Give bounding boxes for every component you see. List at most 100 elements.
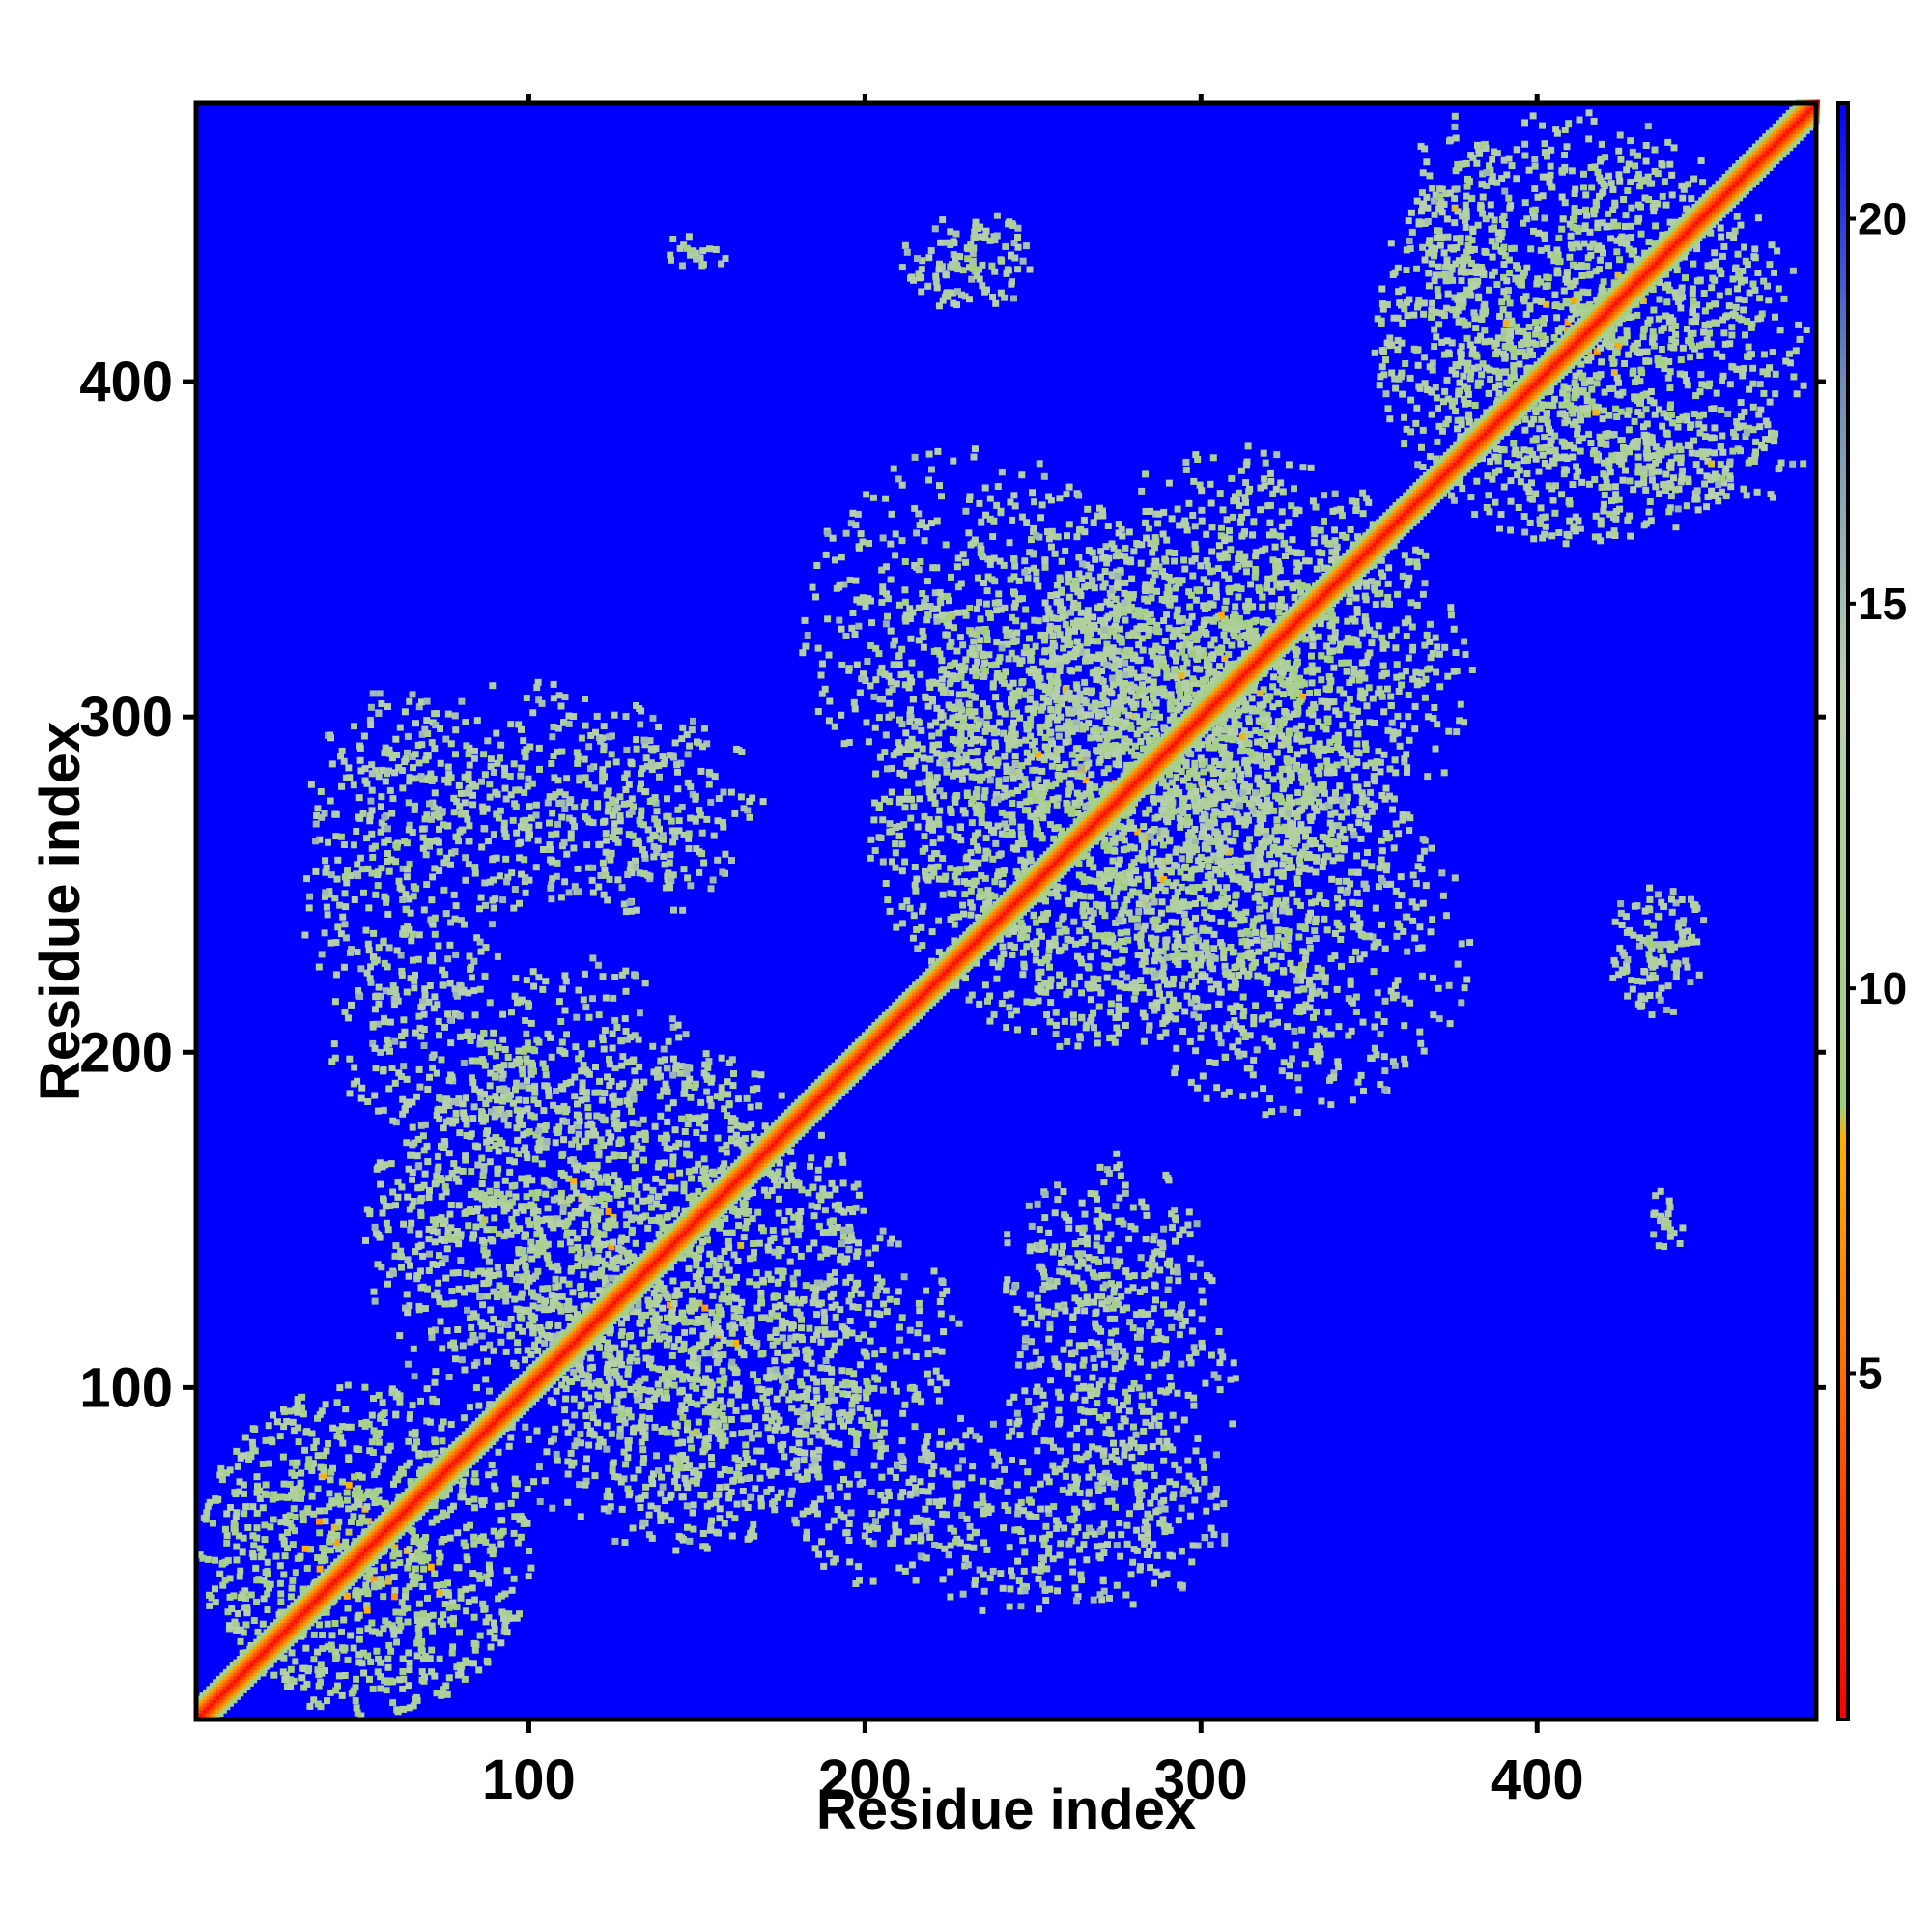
heatmap-cell xyxy=(548,1053,555,1061)
heatmap-cell xyxy=(865,1309,872,1317)
heatmap-cell xyxy=(1095,1381,1103,1388)
heatmap-cell xyxy=(668,1015,676,1023)
heatmap-cell xyxy=(486,1158,494,1166)
heatmap-cell xyxy=(622,1314,630,1321)
heatmap-cell xyxy=(741,1403,749,1410)
heatmap-cell xyxy=(487,1325,495,1333)
heatmap-cell xyxy=(527,1238,535,1246)
heatmap-cell xyxy=(705,1276,713,1284)
heatmap-cell xyxy=(221,1577,229,1584)
heatmap-cell xyxy=(399,1095,407,1103)
heatmap-cell xyxy=(435,1279,442,1287)
heatmap-cell xyxy=(1151,1335,1158,1343)
heatmap-cell xyxy=(712,1270,720,1278)
heatmap-cell xyxy=(845,1520,853,1527)
heatmap-cell xyxy=(1172,1480,1179,1488)
heatmap-cell xyxy=(903,1348,911,1355)
heatmap-cell xyxy=(426,1655,434,1662)
heatmap-cell xyxy=(962,1432,970,1439)
heatmap-cell xyxy=(698,1238,706,1246)
heatmap-cell xyxy=(1170,1267,1178,1275)
heatmap-cell xyxy=(868,1422,876,1430)
heatmap-cell xyxy=(508,1331,516,1339)
heatmap-cell xyxy=(516,1610,523,1618)
heatmap-cell xyxy=(656,1388,664,1396)
heatmap-cell xyxy=(204,1555,212,1563)
heatmap-cell xyxy=(1141,1286,1148,1293)
heatmap-cell xyxy=(892,1351,899,1359)
heatmap-cell xyxy=(657,1518,665,1524)
heatmap-cell xyxy=(784,1341,792,1349)
heatmap-cell xyxy=(669,1277,677,1285)
heatmap-cell xyxy=(736,1207,744,1214)
heatmap-cell xyxy=(645,1531,653,1539)
heatmap-cell xyxy=(792,1333,800,1341)
heatmap-cell xyxy=(684,1523,691,1531)
heatmap-cell xyxy=(1085,1254,1093,1262)
heatmap-cell xyxy=(280,1571,288,1578)
heatmap-cell xyxy=(526,1221,534,1228)
heatmap-cell xyxy=(754,1208,762,1216)
heatmap-cell xyxy=(804,1417,811,1425)
heatmap-cell xyxy=(340,1646,348,1654)
heatmap-cell xyxy=(468,1130,475,1138)
heatmap-cell xyxy=(577,1209,584,1217)
heatmap-cell xyxy=(483,805,491,812)
heatmap-cell xyxy=(1032,642,1039,650)
heatmap-cell xyxy=(870,1384,878,1392)
heatmap-cell xyxy=(1102,1430,1110,1437)
heatmap-cell xyxy=(316,1410,324,1418)
heatmap-cell xyxy=(322,1401,329,1408)
heatmap-cell xyxy=(557,1240,564,1248)
heatmap-cell xyxy=(741,1499,749,1507)
heatmap-cell xyxy=(785,1469,793,1476)
heatmap-cell xyxy=(440,1536,448,1543)
heatmap-cell xyxy=(682,1479,690,1487)
heatmap-cell xyxy=(1174,1263,1181,1270)
heatmap-cell xyxy=(375,1438,383,1446)
heatmap-cell xyxy=(625,1406,633,1414)
heatmap-cell xyxy=(481,771,489,779)
heatmap-cell xyxy=(615,1391,623,1399)
heatmap-cell xyxy=(529,1063,536,1070)
heatmap-cell xyxy=(603,1393,611,1401)
heatmap-cell xyxy=(702,1050,710,1058)
heatmap-cell xyxy=(365,1567,373,1575)
heatmap-cell xyxy=(856,1361,864,1369)
heatmap-cell xyxy=(540,1238,548,1246)
heatmap-cell xyxy=(789,1162,797,1170)
heatmap-cell xyxy=(611,1406,619,1414)
heatmap-cell xyxy=(438,1214,445,1222)
heatmap-cell xyxy=(816,1495,824,1503)
heatmap-cell xyxy=(1191,1496,1199,1504)
heatmap-cell xyxy=(1065,1362,1072,1370)
heatmap-cell xyxy=(486,793,494,801)
heatmap-cell xyxy=(1280,691,1287,698)
heatmap-cell xyxy=(376,1159,384,1167)
heatmap-cell xyxy=(436,1655,443,1662)
heatmap-cell xyxy=(510,1614,518,1622)
heatmap-cell xyxy=(732,1131,740,1139)
heatmap-cell xyxy=(609,1094,616,1102)
heatmap-cell xyxy=(753,1342,760,1350)
heatmap-cell xyxy=(587,1354,595,1362)
heatmap-cell xyxy=(1056,1393,1064,1401)
heatmap-cell xyxy=(589,1171,597,1178)
heatmap-cell xyxy=(518,1175,526,1182)
heatmap-cell xyxy=(253,1509,261,1517)
heatmap-cell xyxy=(781,1228,789,1236)
heatmap-cell xyxy=(701,1350,709,1357)
heatmap-cell xyxy=(655,762,663,769)
heatmap-cell xyxy=(412,1248,419,1256)
heatmap-cell xyxy=(1191,900,1199,907)
heatmap-cell xyxy=(580,1271,587,1279)
heatmap-cell xyxy=(838,1253,844,1261)
heatmap-cell xyxy=(728,1207,736,1214)
heatmap-cell xyxy=(399,1668,407,1675)
heatmap-cell xyxy=(466,1314,473,1321)
heatmap-cell xyxy=(1123,761,1131,769)
heatmap-cell xyxy=(345,1456,353,1463)
heatmap-cell xyxy=(495,1320,502,1327)
heatmap-cell xyxy=(571,1442,579,1450)
heatmap-cell xyxy=(836,1440,843,1448)
